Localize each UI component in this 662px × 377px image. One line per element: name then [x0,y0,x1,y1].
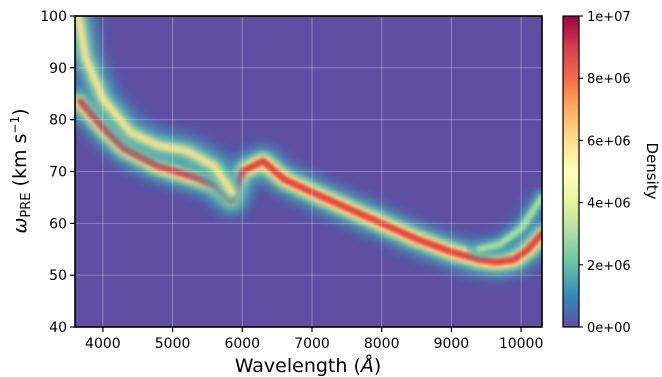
y-tick-label: 50 [49,268,67,284]
y-tick-label: 90 [49,61,67,77]
y-axis: 40 50 60 70 80 90 100 [40,9,75,336]
colorbar-ticks: 0e+00 2e+06 4e+06 6e+06 8e+06 1e+07 [579,10,631,336]
y-tick-label: 60 [49,216,67,232]
x-tick-label: 8000 [364,336,400,352]
x-tick-label: 4000 [85,336,121,352]
colorbar-tick-label: 6e+06 [587,134,631,149]
density-ridge-upper-lobe-layer-3 [75,16,235,196]
x-tick-label: 5000 [155,336,191,352]
y-tick-label: 80 [49,113,67,129]
colorbar-tick-label: 2e+06 [587,259,631,274]
colorbar-tick-label: 8e+06 [587,72,631,87]
x-tick-label: 7000 [294,336,330,352]
density-ridge-main-layer-6 [78,99,542,264]
x-tick-label: 9000 [434,336,470,352]
x-tick-label: 6000 [224,336,260,352]
y-tick-label: 100 [40,9,67,25]
colorbar-title: Density [643,142,661,199]
colorbar-tick-label: 0e+00 [587,321,631,336]
x-tick-label: 10000 [499,336,544,352]
colorbar-tick-label: 4e+06 [587,197,631,212]
x-axis-title: Wavelength (Å) [235,354,382,377]
y-tick-label: 40 [49,320,67,336]
colorbar-tick-label: 1e+07 [587,10,631,25]
colorbar [562,15,580,328]
y-tick-label: 70 [49,165,67,181]
density-layer [75,16,542,278]
y-axis-title: ωPRE (km s−1) [8,108,34,233]
x-axis: 4000 5000 6000 7000 8000 9000 10000 [85,327,543,352]
density-ridge-upper-branch-layer-2 [476,194,542,253]
